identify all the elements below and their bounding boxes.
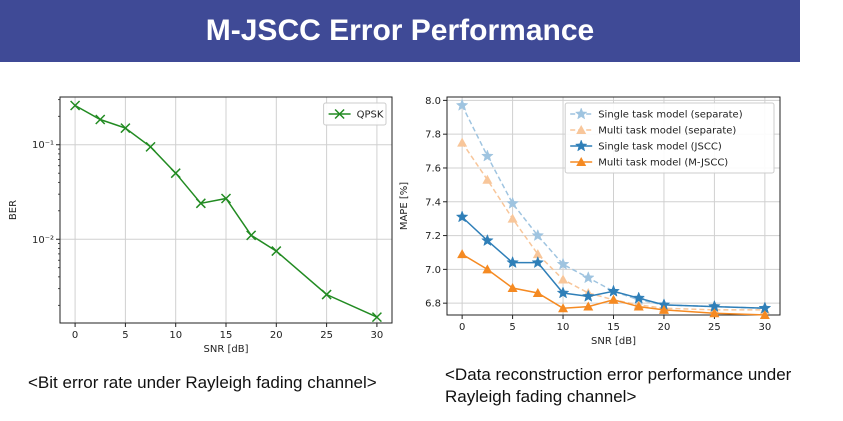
- data-point: [632, 291, 646, 304]
- data-point: [532, 288, 543, 298]
- data-point: [709, 308, 720, 318]
- chart-1-group: 0 5 10 15 20 25 30 6.8 7.0 7.2 7.4 7.6 7.8 8.0 SNR [dB…: [399, 96, 781, 347]
- data-point: [321, 289, 332, 300]
- data-point: [556, 257, 570, 270]
- x-tick-label: 0: [72, 330, 78, 341]
- data-point: [633, 301, 644, 311]
- data-point: [145, 141, 156, 152]
- y-tick-label: 10⁻²: [32, 235, 54, 246]
- page-title: M-JSCC Error Performance: [205, 14, 595, 47]
- x-tick-label: 30: [371, 330, 384, 341]
- y-tick-label: 7.2: [425, 231, 441, 242]
- x-tick-label: 10: [557, 322, 570, 333]
- x-tick-label: 25: [320, 330, 333, 341]
- y-tick-label: 7.6: [425, 163, 441, 174]
- plot-frame: [59, 96, 393, 324]
- data-point: [457, 249, 468, 259]
- y-tick-label: 7.4: [425, 197, 441, 208]
- x-tick-label: 20: [658, 322, 671, 333]
- legend-label: Multi task model (M-JSCC): [598, 158, 728, 169]
- legend-box: [323, 102, 387, 126]
- x-tick-label: 5: [122, 330, 128, 341]
- y-axis-label: MAPE [%]: [399, 182, 410, 230]
- data-point: [120, 123, 131, 134]
- y-tick-label: 10⁻¹: [32, 140, 54, 151]
- data-point: [506, 255, 519, 269]
- data-point: [556, 286, 570, 299]
- legend-marker: [576, 157, 587, 166]
- data-point: [95, 114, 106, 125]
- legend-label: Single task model (separate): [598, 110, 743, 121]
- left-caption: <Bit error rate under Rayleigh fading ch…: [28, 373, 377, 392]
- legend-marker: [576, 125, 587, 134]
- x-axis-label: SNR [dB]: [591, 336, 636, 347]
- data-point: [506, 196, 519, 209]
- data-point: [481, 233, 494, 247]
- data-point: [455, 98, 469, 111]
- data-point: [70, 100, 81, 111]
- data-point: [246, 230, 257, 241]
- data-point: [455, 210, 469, 223]
- x-tick-label: 5: [509, 322, 515, 333]
- data-point: [607, 284, 620, 297]
- chart-0-group: 0 5 10 15 20 25 30 10⁻¹ 10⁻² SNR [dB] BER QPSK: [8, 96, 393, 355]
- data-point: [482, 174, 493, 184]
- data-point: [608, 294, 619, 304]
- legend-label: Multi task model (separate): [598, 126, 736, 137]
- data-point: [531, 228, 545, 241]
- legend-marker: [574, 107, 588, 120]
- legend-label: Single task model (JSCC): [598, 142, 722, 153]
- y-tick-label: 8.0: [425, 96, 441, 107]
- series-line: [461, 142, 765, 311]
- x-tick-label: 15: [220, 330, 233, 341]
- legend-label: QPSK: [357, 110, 384, 121]
- x-tick-label: 15: [607, 322, 620, 333]
- title-banner: M-JSCC Error Performance: [0, 0, 800, 62]
- y-tick-label: 7.0: [425, 265, 441, 276]
- data-point: [457, 137, 468, 147]
- data-point: [531, 255, 545, 269]
- data-point: [532, 249, 543, 259]
- data-point: [195, 198, 206, 209]
- right-caption: <Data reconstruction error performance u…: [445, 365, 792, 406]
- data-point: [507, 213, 518, 223]
- data-point: [482, 264, 493, 274]
- data-point: [558, 303, 569, 313]
- data-point: [371, 312, 382, 323]
- y-tick-label: 6.8: [425, 299, 441, 310]
- data-point: [220, 193, 232, 204]
- legend-marker: [334, 108, 345, 120]
- legend-box: [564, 102, 775, 174]
- x-tick-label: 25: [708, 322, 721, 333]
- data-point: [759, 310, 770, 319]
- y-axis-label: BER: [8, 200, 19, 220]
- x-tick-label: 20: [270, 330, 283, 341]
- x-tick-label: 30: [758, 322, 771, 333]
- x-tick-label: 0: [459, 322, 465, 333]
- data-point: [581, 271, 595, 284]
- plot-frame: [446, 96, 781, 316]
- x-tick-label: 10: [169, 330, 182, 341]
- legend-marker: [574, 139, 588, 152]
- data-point: [583, 301, 594, 311]
- data-point: [581, 289, 595, 302]
- data-point: [507, 282, 518, 292]
- y-tick-label: 7.8: [425, 130, 441, 141]
- data-point: [481, 149, 494, 162]
- data-point: [271, 246, 282, 257]
- x-axis-label: SNR [dB]: [204, 344, 249, 355]
- data-point: [658, 304, 669, 314]
- data-point: [170, 168, 181, 179]
- data-point: [558, 274, 569, 284]
